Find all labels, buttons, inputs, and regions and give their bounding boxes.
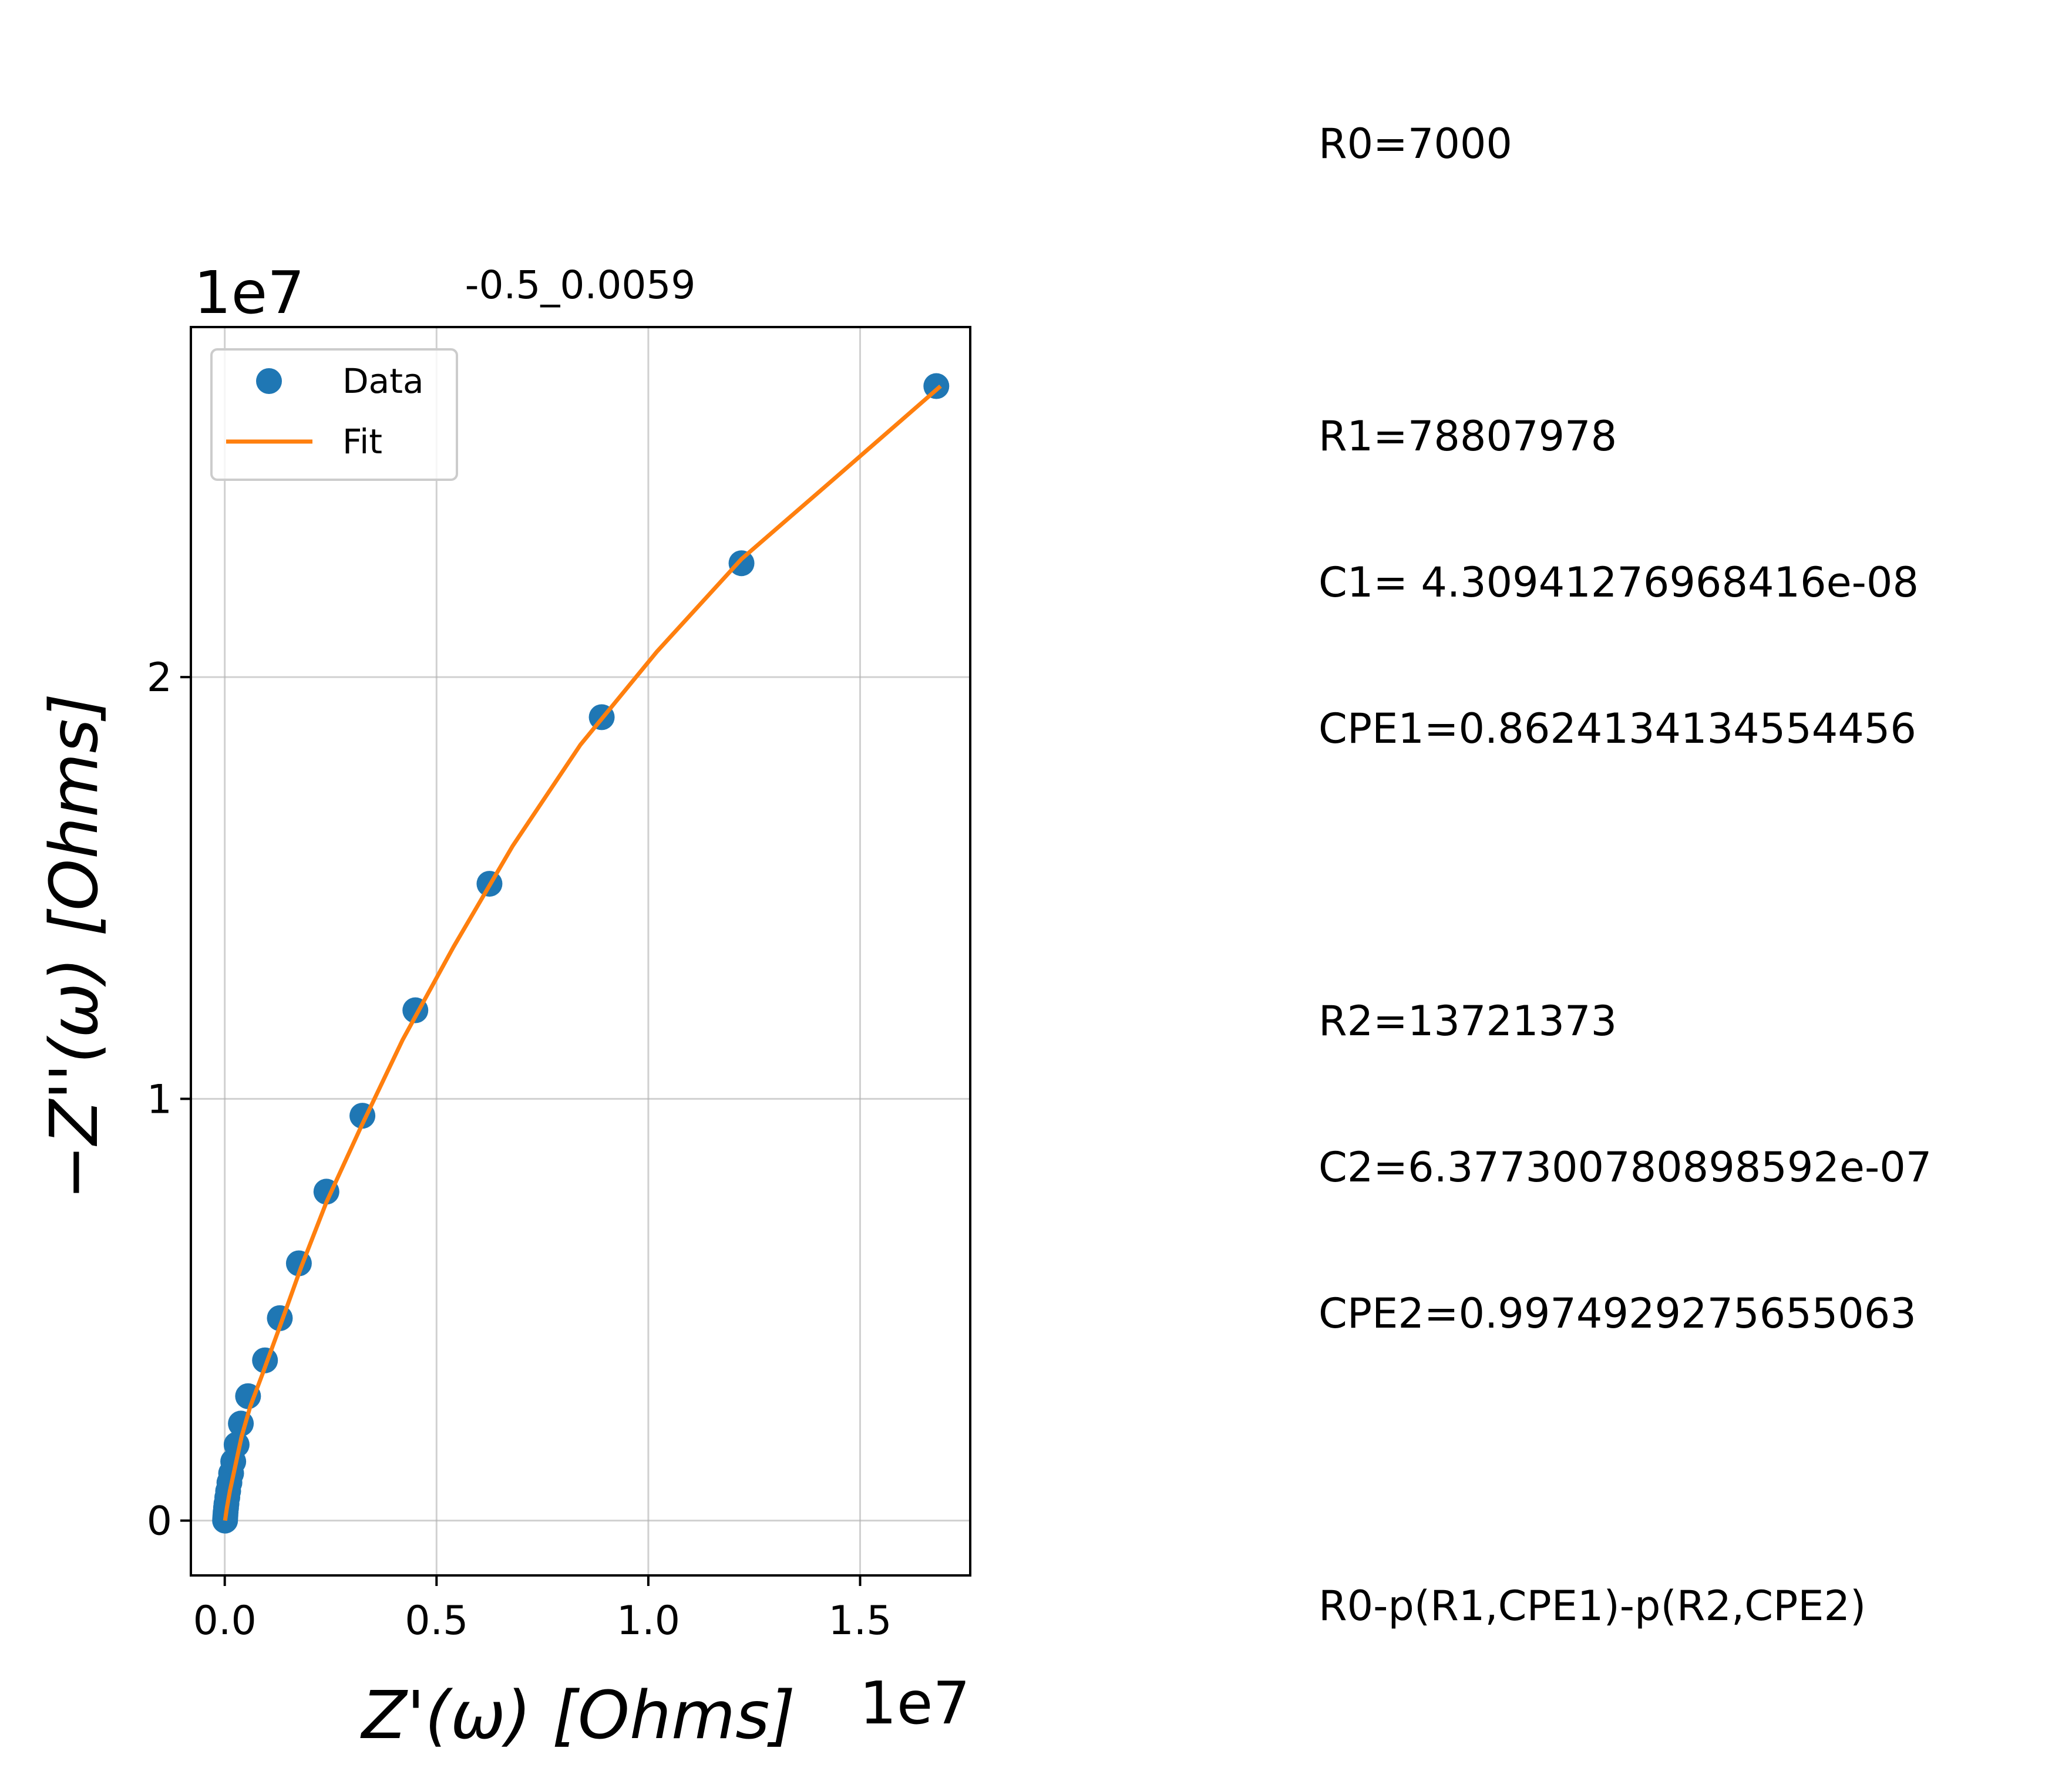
x-axis-label: Z'(ω) [Ohms] xyxy=(360,1678,795,1754)
legend-data-marker xyxy=(256,368,282,394)
x-tick-label: 0.0 xyxy=(193,1598,257,1644)
fit-line xyxy=(223,384,942,1521)
data-point xyxy=(923,373,950,399)
param-line: R0-p(R1,CPE1)-p(R2,CPE2) xyxy=(1318,1582,1866,1630)
y-tick-label: 2 xyxy=(147,655,172,701)
param-line: CPE2=0.9974929275655063 xyxy=(1318,1289,1916,1338)
param-line: CPE1=0.8624134134554456 xyxy=(1318,705,1916,753)
y-axis-label: −Z''(ω) [Ohms] xyxy=(36,693,113,1200)
axes-frame xyxy=(190,326,971,1577)
param-line: R0=7000 xyxy=(1318,120,1512,168)
x-offset-label: 1e7 xyxy=(859,1669,970,1737)
param-line: C1= 4.30941276968416e-08 xyxy=(1318,558,1919,607)
param-line: R2=13721373 xyxy=(1318,997,1617,1045)
legend-data-label: Data xyxy=(342,361,424,401)
chart-title: -0.5_0.0059 xyxy=(465,262,696,308)
x-tick-label: 1.5 xyxy=(828,1598,892,1644)
y-tick-label: 1 xyxy=(147,1076,172,1123)
param-line xyxy=(1318,266,1932,315)
legend: Data Fit xyxy=(210,348,458,481)
param-line xyxy=(1318,1436,1932,1484)
x-tick-label: 0.5 xyxy=(405,1598,468,1644)
fit-parameters-text: R0=7000 R1=78807978 C1= 4.30941276968416… xyxy=(1318,22,1932,1679)
param-line xyxy=(1318,851,1932,900)
y-offset-label: 1e7 xyxy=(194,258,305,327)
legend-fit-label: Fit xyxy=(342,422,382,462)
grid-lines xyxy=(191,327,970,1575)
axis-ticks: 0.0 0.5 1.0 1.5 0 1 2 xyxy=(147,655,892,1644)
param-line: C2=6.377300780898592e-07 xyxy=(1318,1143,1932,1191)
data-point xyxy=(728,550,755,577)
param-line: R1=78807978 xyxy=(1318,412,1617,460)
y-tick-label: 0 xyxy=(147,1498,172,1545)
plot-series xyxy=(212,373,950,1534)
x-tick-label: 1.0 xyxy=(617,1598,680,1644)
